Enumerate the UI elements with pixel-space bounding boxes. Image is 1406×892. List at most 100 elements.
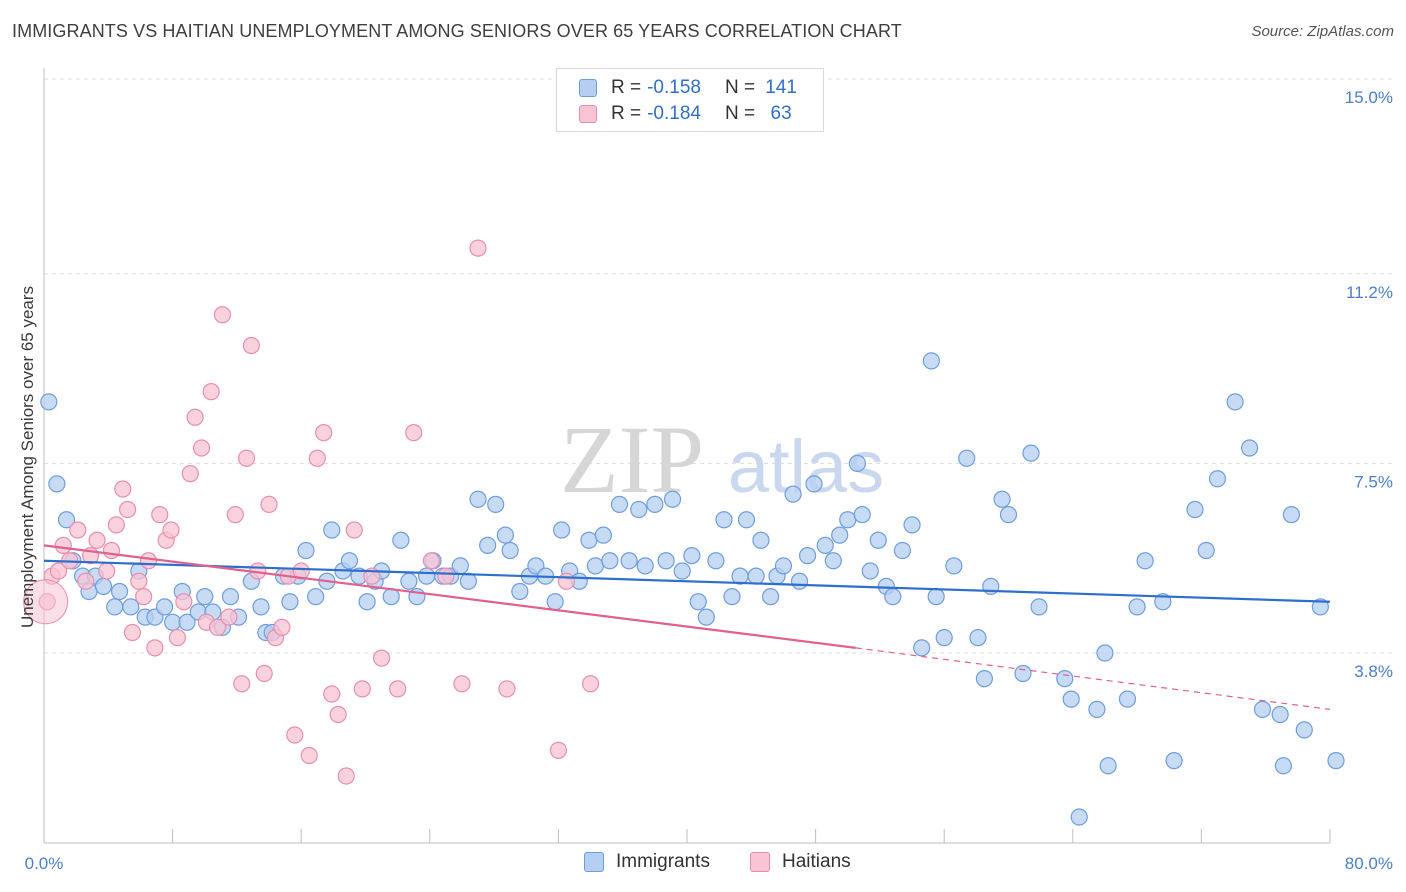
immigrants-point xyxy=(913,639,931,657)
immigrants-point xyxy=(1165,752,1183,770)
haitians-point xyxy=(329,705,347,724)
immigrants-point xyxy=(683,547,701,565)
immigrants-point xyxy=(1197,541,1215,560)
source-attribution: Source: ZipAtlas.com xyxy=(1251,23,1394,40)
legend-item-immigrants[interactable]: Immigrants xyxy=(584,851,710,873)
immigrants-point xyxy=(281,593,299,611)
immigrants-point xyxy=(323,521,341,539)
immigrants-point xyxy=(646,495,664,513)
haitians-point xyxy=(54,536,72,554)
immigrants-point xyxy=(196,588,214,606)
haitians-point xyxy=(422,552,441,570)
haitians-point xyxy=(273,618,291,636)
immigrants-point xyxy=(1096,644,1114,662)
immigrants-point xyxy=(358,593,376,611)
haitians-point xyxy=(168,629,187,647)
immigrants-point xyxy=(1327,752,1345,770)
haitians-point xyxy=(49,562,68,580)
immigrants-point xyxy=(1282,506,1301,524)
haitians-point xyxy=(323,685,341,703)
immigrants-point xyxy=(715,511,733,529)
immigrants-point xyxy=(1186,500,1204,519)
n-value: 141 xyxy=(765,77,797,98)
immigrants-point xyxy=(297,541,315,560)
haitians-swatch-icon xyxy=(579,105,597,123)
immigrants-point xyxy=(1070,808,1088,826)
immigrants-point xyxy=(155,598,174,616)
immigrants-point xyxy=(469,490,487,508)
immigrants-point xyxy=(48,475,66,493)
x-tick-label: 80.0% xyxy=(1345,854,1393,873)
haitians-point xyxy=(220,608,238,626)
legend-label: Immigrants xyxy=(616,851,710,872)
haitians-point xyxy=(437,567,455,585)
immigrants-point xyxy=(784,485,802,503)
haitians-point xyxy=(226,506,244,524)
immigrants-point xyxy=(252,598,270,616)
haitians-point xyxy=(549,741,568,759)
legend-label: Haitians xyxy=(782,851,851,872)
immigrants-point xyxy=(1253,700,1272,718)
immigrants-point xyxy=(657,552,675,570)
immigrants-point xyxy=(511,582,529,601)
haitians-point xyxy=(233,675,251,693)
y-tick-label: 15.0% xyxy=(1345,88,1393,107)
immigrants-point xyxy=(831,526,849,544)
series-legend: Immigrants Haitians xyxy=(0,851,1406,877)
immigrants-point xyxy=(798,547,817,565)
haitians-point xyxy=(557,572,576,590)
immigrants-point xyxy=(586,557,604,575)
immigrants-point xyxy=(1099,757,1117,775)
haitians-point xyxy=(162,521,180,539)
watermark: ZIP atlas xyxy=(560,406,884,513)
immigrants-point xyxy=(975,670,993,688)
immigrants-point xyxy=(848,454,866,472)
immigrants-point xyxy=(790,572,809,590)
haitians-point xyxy=(175,593,193,611)
haitians-point xyxy=(345,521,363,539)
haitians-point xyxy=(300,746,318,765)
chart-title: IMMIGRANTS VS HAITIAN UNEMPLOYMENT AMONG… xyxy=(12,21,902,41)
immigrants-point xyxy=(496,526,514,544)
immigrants-point xyxy=(903,516,921,534)
immigrants-point xyxy=(1014,664,1032,683)
r-value: -0.184 xyxy=(647,103,701,124)
haitians-point xyxy=(581,675,600,693)
immigrants-point xyxy=(1062,690,1080,708)
immigrants-point xyxy=(400,572,418,590)
haitians-point xyxy=(88,531,106,549)
immigrants-point xyxy=(580,531,598,549)
haitians-point xyxy=(123,623,142,642)
immigrants-point xyxy=(106,598,124,616)
haitians-point xyxy=(405,424,423,442)
immigrants-point xyxy=(1154,593,1172,611)
immigrants-swatch-icon xyxy=(579,79,597,97)
immigrants-point xyxy=(999,506,1018,524)
y-axis-title: Unemployment Among Seniors over 65 years xyxy=(18,286,37,628)
immigrants-point xyxy=(610,495,629,513)
immigrants-trend-line xyxy=(43,559,1331,603)
immigrants-point xyxy=(922,352,940,370)
haitians-point xyxy=(202,383,220,401)
n-label: N = xyxy=(724,103,756,124)
immigrants-point xyxy=(178,613,196,631)
haitians-point xyxy=(308,449,326,467)
immigrants-point xyxy=(1128,598,1146,616)
immigrants-point xyxy=(673,562,691,580)
r-value: -0.158 xyxy=(647,77,701,98)
immigrants-point xyxy=(553,521,571,539)
immigrants-point xyxy=(392,531,410,549)
immigrants-point xyxy=(869,531,887,549)
immigrants-point xyxy=(340,552,359,570)
haitians-point xyxy=(353,680,371,698)
correlation-legend: R = -0.158 N = 141 R = -0.184 N = 63 xyxy=(556,68,824,132)
legend-item-haitians[interactable]: Haitians xyxy=(750,851,851,873)
haitians-point xyxy=(139,552,158,570)
immigrants-point xyxy=(501,541,519,560)
immigrants-point xyxy=(601,552,619,570)
haitians-cluster-point xyxy=(23,579,69,625)
haitians-point xyxy=(389,680,407,698)
immigrants-point xyxy=(884,588,902,606)
immigrants-point xyxy=(94,577,113,595)
haitians-point xyxy=(255,664,273,683)
